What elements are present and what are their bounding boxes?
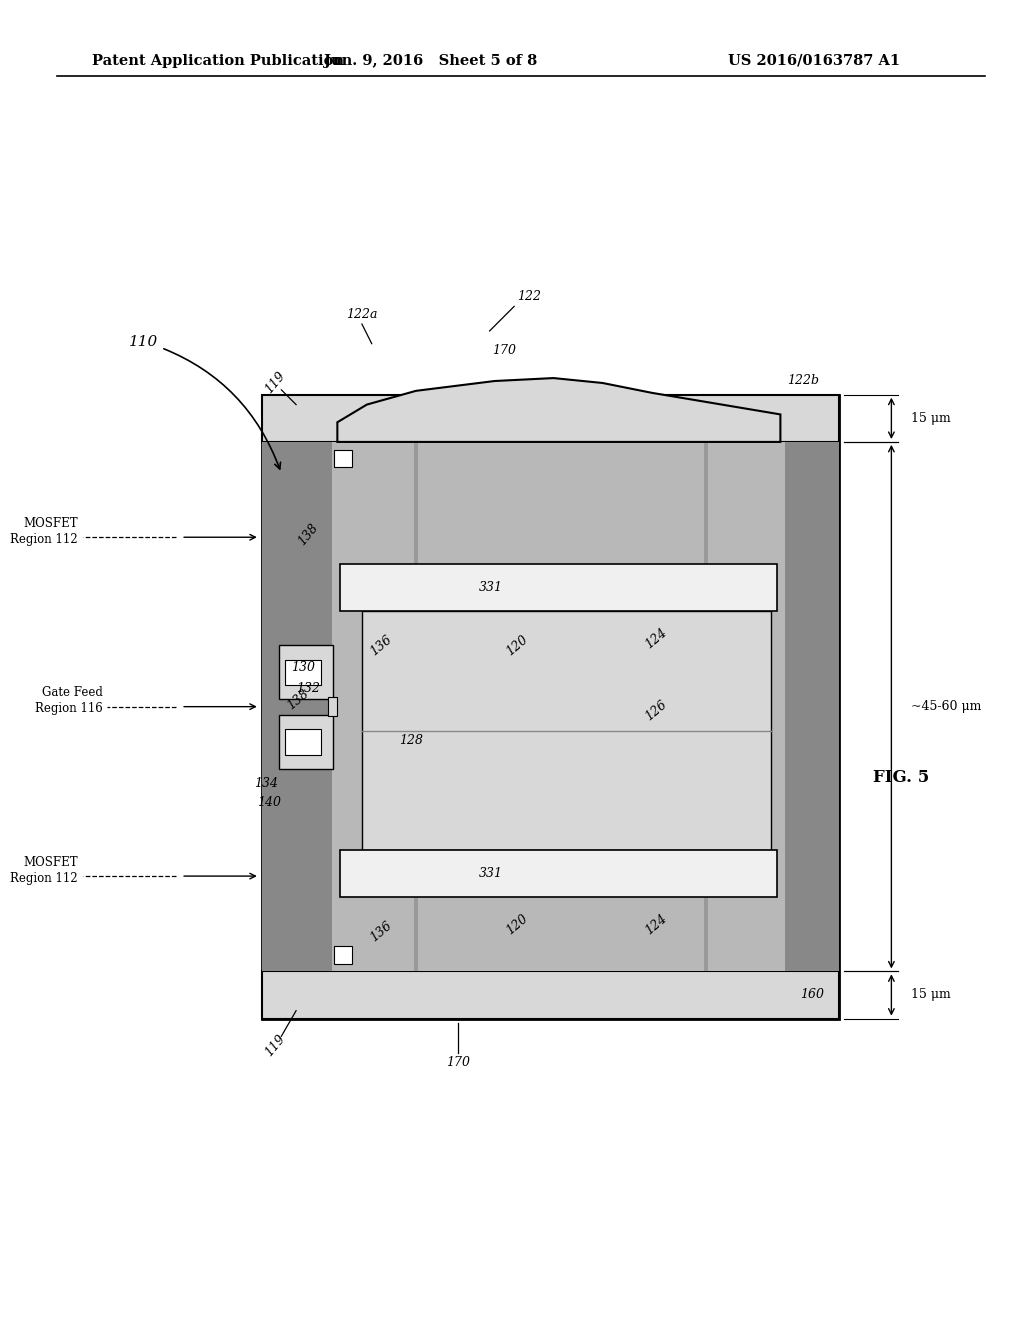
Text: 119: 119	[263, 370, 288, 396]
Text: 128: 128	[399, 734, 423, 747]
Text: 140: 140	[258, 796, 282, 809]
Text: 120: 120	[504, 634, 530, 659]
Bar	[340, 850, 777, 898]
Text: 331: 331	[479, 581, 503, 594]
Text: 126: 126	[643, 698, 670, 723]
Text: 136: 136	[369, 919, 395, 944]
Bar	[361, 611, 770, 850]
Text: 132: 132	[296, 682, 319, 696]
Polygon shape	[337, 378, 780, 442]
Bar	[335, 450, 352, 467]
Bar	[328, 697, 337, 717]
Bar	[286, 729, 321, 755]
Bar	[262, 442, 333, 972]
Text: Gate Feed: Gate Feed	[42, 686, 102, 700]
Bar	[280, 644, 334, 698]
Text: 134: 134	[255, 776, 279, 789]
Text: 122: 122	[517, 290, 541, 304]
Text: Jun. 9, 2016   Sheet 5 of 8: Jun. 9, 2016 Sheet 5 of 8	[324, 54, 538, 67]
Text: 130: 130	[291, 661, 315, 675]
Bar	[262, 395, 840, 1019]
Bar	[286, 660, 321, 685]
Text: 124: 124	[643, 912, 670, 937]
Bar	[785, 442, 840, 972]
Text: 138: 138	[295, 521, 321, 548]
Bar	[262, 395, 840, 442]
Bar	[414, 442, 418, 972]
Bar	[340, 564, 777, 611]
Text: Region 112: Region 112	[10, 871, 78, 884]
Text: MOSFET: MOSFET	[24, 517, 78, 529]
Bar	[262, 972, 840, 1019]
Text: ~45-60 μm: ~45-60 μm	[911, 700, 981, 713]
Bar	[335, 946, 352, 964]
Text: 124: 124	[643, 626, 670, 652]
Text: Patent Application Publication: Patent Application Publication	[92, 54, 344, 67]
Text: 15 μm: 15 μm	[911, 412, 950, 425]
Text: 160: 160	[800, 989, 824, 1002]
Text: 120: 120	[504, 912, 530, 937]
Text: US 2016/0163787 A1: US 2016/0163787 A1	[728, 54, 900, 67]
Text: 122a: 122a	[346, 308, 378, 321]
Text: MOSFET: MOSFET	[24, 855, 78, 869]
Text: 331: 331	[479, 867, 503, 880]
Bar	[703, 442, 708, 972]
Text: 110: 110	[129, 335, 281, 469]
Text: 136: 136	[369, 634, 395, 659]
Text: 170: 170	[446, 1056, 470, 1069]
Text: 15 μm: 15 μm	[911, 989, 950, 1002]
Text: Region 112: Region 112	[10, 533, 78, 545]
Text: Region 116: Region 116	[35, 702, 102, 715]
Text: 119: 119	[263, 1032, 288, 1060]
Text: FIG. 5: FIG. 5	[872, 770, 929, 787]
Bar	[333, 442, 785, 972]
Bar	[280, 714, 334, 768]
Text: 138: 138	[285, 688, 311, 713]
Text: 170: 170	[493, 345, 516, 358]
Text: 122b: 122b	[787, 374, 819, 387]
